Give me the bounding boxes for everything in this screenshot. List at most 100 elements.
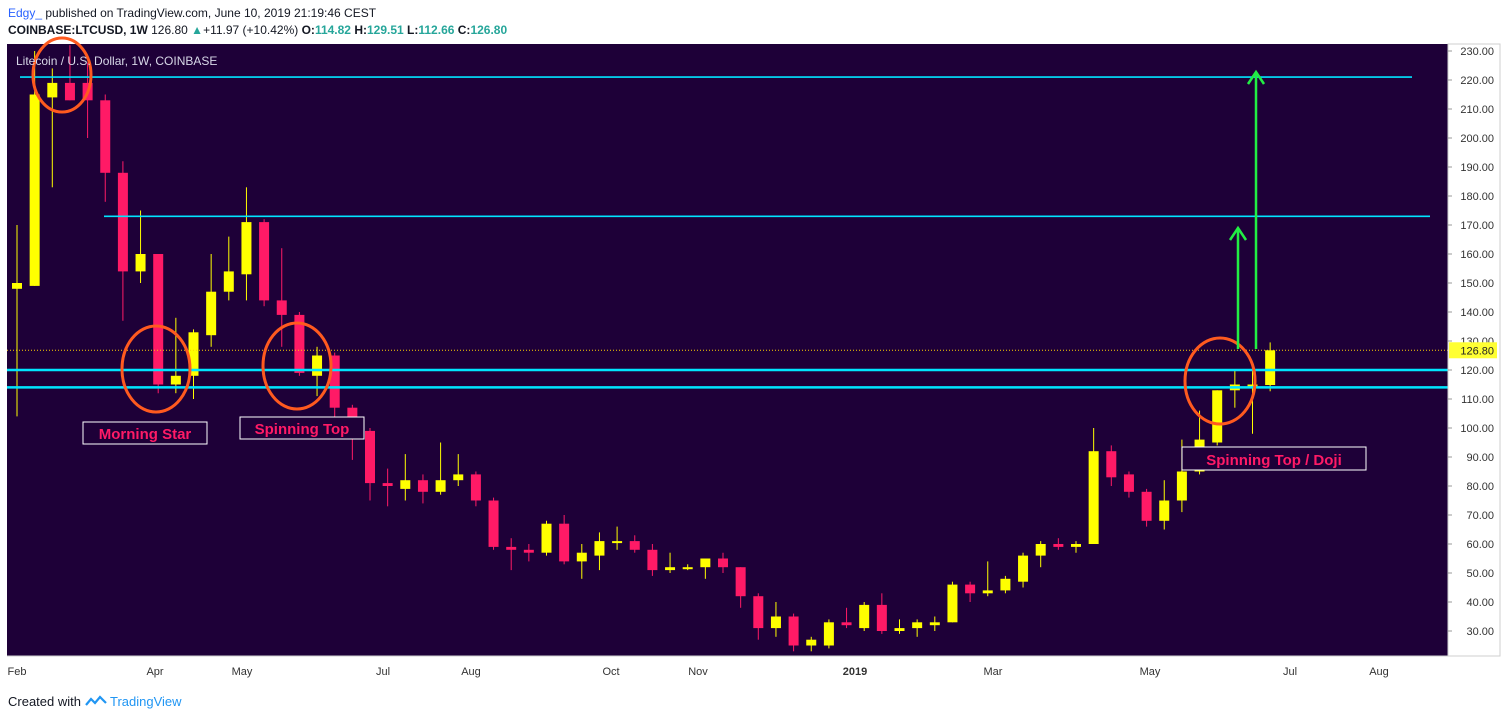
- candle-body[interactable]: [523, 549, 534, 553]
- y-tick-label: 120.00: [1460, 365, 1494, 377]
- candle-body[interactable]: [1141, 491, 1152, 521]
- candle-body[interactable]: [223, 271, 234, 292]
- candle-body[interactable]: [241, 222, 252, 275]
- candle-body[interactable]: [929, 622, 940, 626]
- annotation-circle[interactable]: [1183, 336, 1257, 426]
- candle-body[interactable]: [859, 604, 870, 629]
- tradingview-logo-icon: [84, 694, 110, 709]
- candle-body[interactable]: [1247, 384, 1258, 387]
- annotation-label-box[interactable]: [239, 416, 365, 440]
- candle-body[interactable]: [1176, 471, 1187, 501]
- candle-body[interactable]: [841, 622, 852, 626]
- annotation-circle[interactable]: [261, 321, 333, 411]
- candle-body[interactable]: [982, 590, 993, 594]
- candle-body[interactable]: [718, 558, 728, 568]
- candle-body[interactable]: [682, 567, 693, 570]
- annotation-label-box[interactable]: [1181, 446, 1367, 471]
- candle-body[interactable]: [770, 616, 781, 629]
- author-link[interactable]: Edgy_: [8, 6, 43, 20]
- candle-body[interactable]: [576, 552, 587, 562]
- candle-body[interactable]: [1159, 500, 1170, 521]
- y-tick-label: 110.00: [1461, 394, 1494, 406]
- candle-body[interactable]: [912, 622, 923, 629]
- candle-body[interactable]: [329, 355, 340, 408]
- candle-body[interactable]: [1000, 578, 1011, 591]
- candle-body[interactable]: [1212, 390, 1223, 443]
- candle-body[interactable]: [1088, 451, 1099, 544]
- candle-body[interactable]: [135, 254, 146, 272]
- candle-body[interactable]: [541, 523, 552, 553]
- x-tick-label: May: [1140, 666, 1161, 678]
- candle-body[interactable]: [206, 291, 217, 336]
- candle-body[interactable]: [453, 474, 464, 481]
- candle-body[interactable]: [629, 541, 640, 550]
- created-with-text: Created with: [8, 694, 81, 709]
- candle-body[interactable]: [259, 222, 270, 301]
- candle-body[interactable]: [435, 480, 446, 492]
- y-tick-label: 70.00: [1466, 510, 1494, 522]
- candle-body[interactable]: [665, 567, 676, 571]
- candle-body[interactable]: [400, 480, 411, 489]
- candle-body[interactable]: [29, 94, 40, 286]
- candle-body[interactable]: [470, 474, 481, 501]
- candle-body[interactable]: [647, 549, 658, 571]
- candle-body[interactable]: [417, 480, 428, 492]
- candle-body[interactable]: [294, 314, 305, 373]
- candle-body[interactable]: [1071, 544, 1081, 547]
- candle-body[interactable]: [612, 541, 623, 544]
- candle-body[interactable]: [965, 584, 976, 594]
- annotation-circle[interactable]: [31, 36, 93, 114]
- y-tick-label: 150.00: [1460, 278, 1494, 290]
- y-tick-label: 220.00: [1460, 75, 1494, 87]
- candle-body[interactable]: [788, 616, 799, 646]
- candle-body[interactable]: [506, 546, 517, 550]
- annotation-label-box[interactable]: [82, 421, 208, 445]
- candle-body[interactable]: [153, 254, 164, 385]
- candle-body[interactable]: [1018, 555, 1029, 582]
- candle-body[interactable]: [876, 604, 887, 631]
- footer: Created with TradingView: [8, 694, 182, 709]
- close-value: 126.80: [470, 23, 508, 37]
- x-tick-label: Apr: [146, 666, 163, 678]
- time-axis[interactable]: [7, 656, 1448, 680]
- tradingview-brand[interactable]: TradingView: [110, 694, 182, 709]
- y-tick-label: 30.00: [1466, 626, 1494, 638]
- candle-body[interactable]: [488, 500, 499, 547]
- candle-body[interactable]: [100, 100, 111, 173]
- candle-body[interactable]: [47, 82, 58, 98]
- candle-body[interactable]: [559, 523, 570, 562]
- candle-body[interactable]: [735, 567, 746, 597]
- candle-body[interactable]: [947, 584, 958, 623]
- symbol-label: COINBASE:LTCUSD, 1W: [8, 23, 148, 37]
- candle-body[interactable]: [188, 332, 199, 376]
- candle-body[interactable]: [12, 283, 22, 289]
- candle-body[interactable]: [312, 355, 323, 376]
- annotation-circle[interactable]: [120, 324, 192, 414]
- candle-body[interactable]: [276, 300, 287, 315]
- close-label: C:: [457, 23, 471, 37]
- x-tick-label: Aug: [461, 666, 481, 678]
- candle-body[interactable]: [1123, 474, 1134, 492]
- candle-body[interactable]: [894, 628, 905, 631]
- candle-body[interactable]: [170, 375, 181, 385]
- y-tick-label: 140.00: [1460, 307, 1494, 319]
- candle-body[interactable]: [117, 172, 128, 272]
- candle-body[interactable]: [753, 596, 764, 629]
- candle-body[interactable]: [806, 639, 817, 646]
- candle-body[interactable]: [365, 430, 375, 484]
- low-value: 112.66: [418, 23, 455, 37]
- candle-body[interactable]: [382, 483, 393, 486]
- candle-body[interactable]: [1053, 544, 1064, 547]
- y-tick-label: 170.00: [1460, 220, 1494, 232]
- x-tick-label: Mar: [984, 666, 1003, 678]
- candle-body[interactable]: [594, 541, 605, 556]
- candle-body[interactable]: [1265, 350, 1276, 386]
- candle-body[interactable]: [823, 622, 834, 646]
- candle-body[interactable]: [64, 82, 75, 101]
- candle-body[interactable]: [1035, 544, 1046, 556]
- price-chart[interactable]: Morning Star Spinning Top Spinning Top / D…: [0, 0, 1508, 690]
- publish-text: published on TradingView.com, June 10, 2…: [45, 6, 377, 20]
- candle-body[interactable]: [700, 558, 711, 568]
- candle-body[interactable]: [1106, 451, 1117, 478]
- y-tick-label: 100.00: [1460, 423, 1494, 435]
